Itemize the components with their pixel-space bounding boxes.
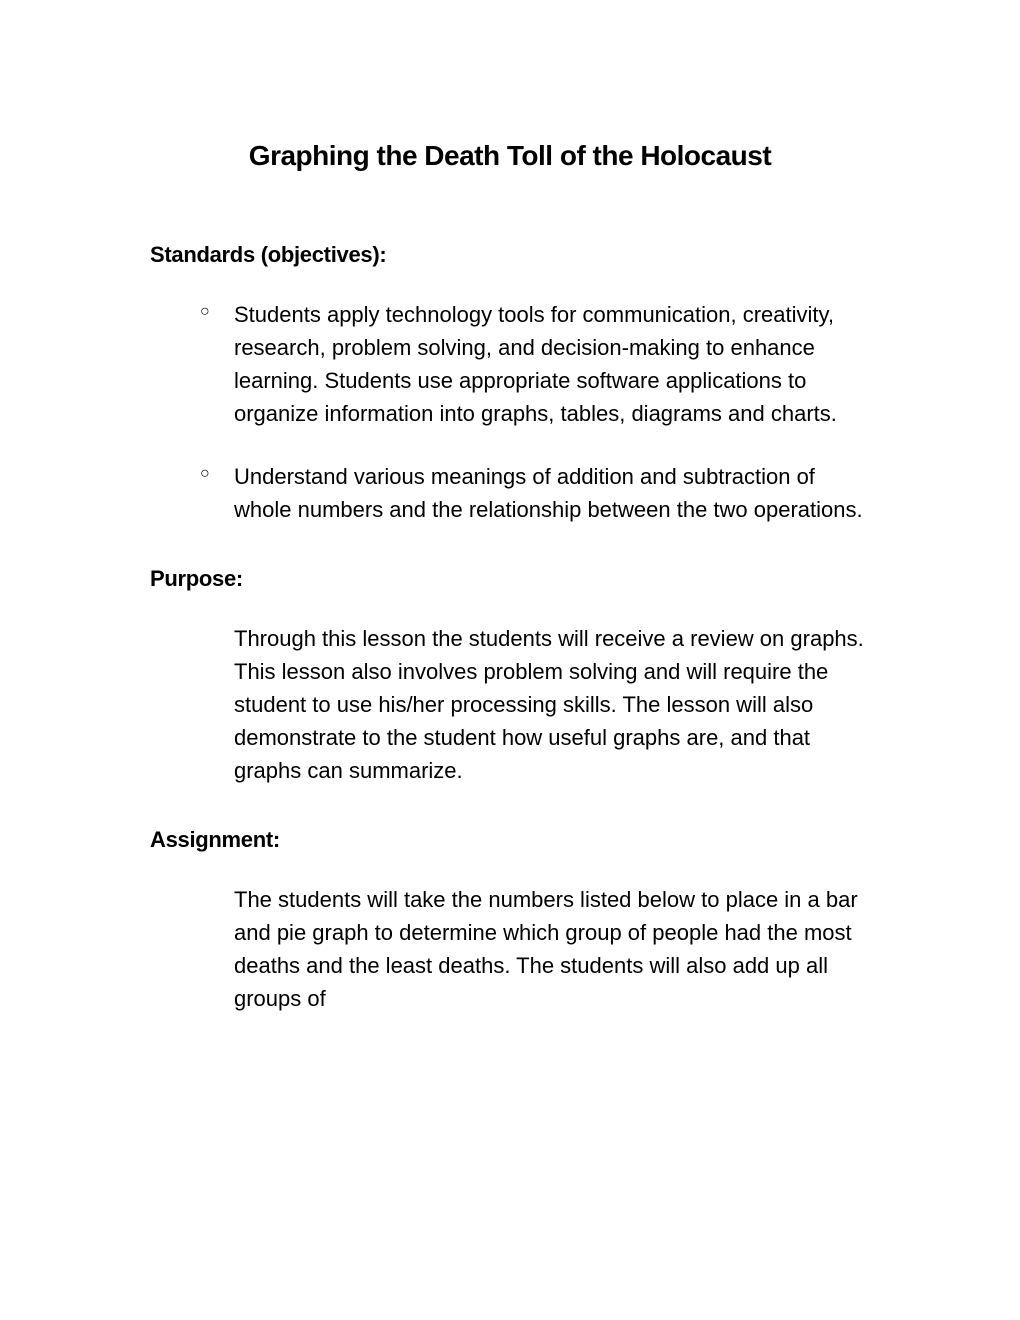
- standards-list: Students apply technology tools for comm…: [204, 298, 870, 526]
- list-item: Understand various meanings of addition …: [204, 460, 870, 526]
- standards-heading: Standards (objectives):: [150, 242, 870, 268]
- purpose-body: Through this lesson the students will re…: [234, 622, 870, 787]
- list-item: Students apply technology tools for comm…: [204, 298, 870, 430]
- assignment-body: The students will take the numbers liste…: [234, 883, 870, 1015]
- document-title: Graphing the Death Toll of the Holocaust: [150, 140, 870, 172]
- assignment-heading: Assignment:: [150, 827, 870, 853]
- purpose-heading: Purpose:: [150, 566, 870, 592]
